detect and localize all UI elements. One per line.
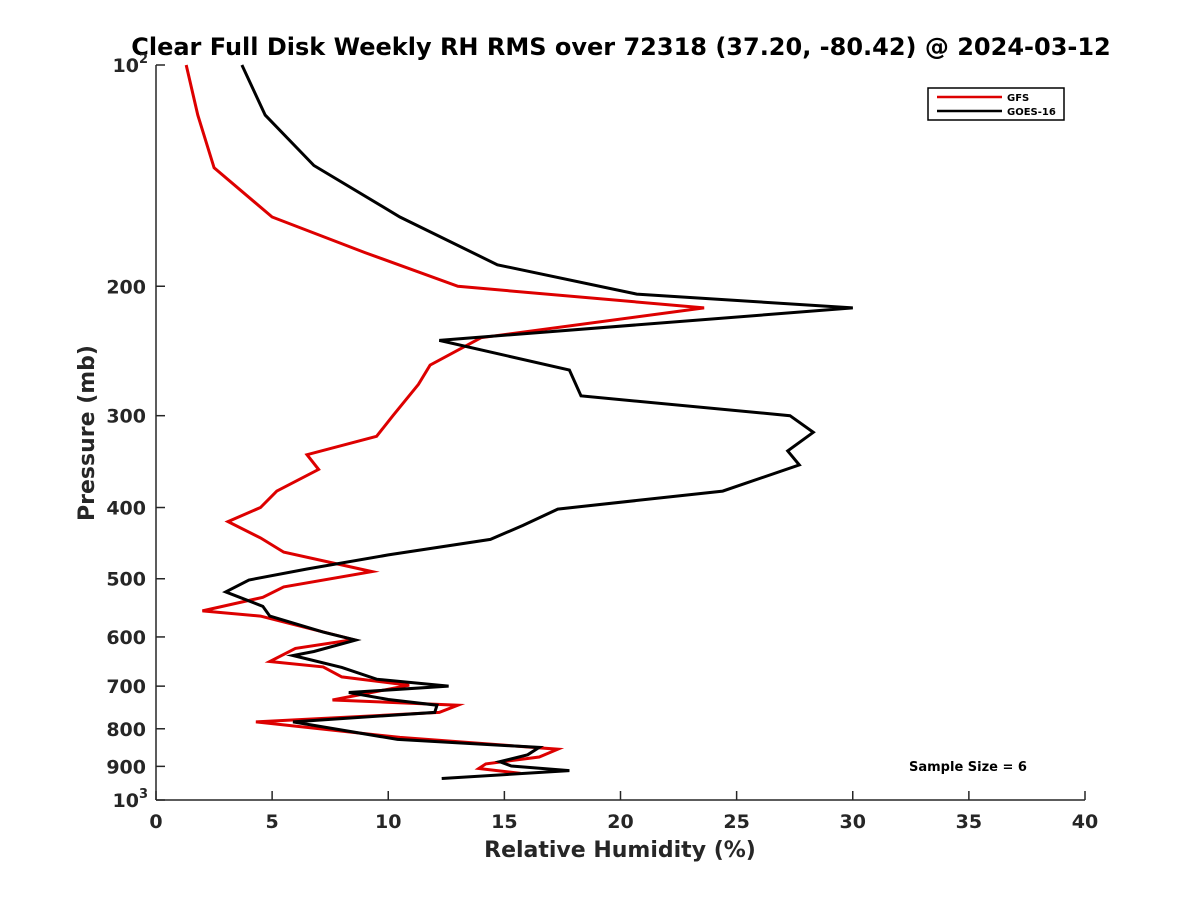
y-tick-label: 300	[106, 406, 146, 428]
x-tick-label: 0	[149, 811, 162, 833]
y-tick-label: 600	[106, 627, 146, 649]
y-tick-label: 103	[113, 787, 149, 812]
x-axis-label: Relative Humidity (%)	[484, 838, 756, 863]
x-tick-label: 20	[607, 811, 633, 833]
y-axis-label: Pressure (mb)	[75, 345, 100, 521]
y-ticks: 102 200 300 400 500 600 700 800 900 103	[106, 52, 165, 812]
y-tick-label: 400	[106, 498, 146, 520]
x-tick-label: 40	[1072, 811, 1098, 833]
y-tick-label: 200	[106, 276, 146, 298]
legend-box	[927, 87, 1065, 121]
legend-label-gfs: GFS	[1007, 93, 1029, 104]
sample-size-annotation: Sample Size = 6	[909, 760, 1027, 775]
x-tick-label: 25	[723, 811, 749, 833]
x-tick-label: 5	[266, 811, 279, 833]
y-tick-label: 900	[106, 756, 146, 778]
x-tick-label: 10	[375, 811, 401, 833]
legend: GFS GOES-16	[927, 87, 1065, 121]
x-ticks: 0 5 10 15 20 25 30 35 40	[149, 791, 1098, 833]
y-tick-label: 700	[106, 676, 146, 698]
y-tick-label: 102	[113, 52, 149, 77]
x-tick-label: 35	[956, 811, 982, 833]
x-tick-label: 15	[491, 811, 517, 833]
chart-title: Clear Full Disk Weekly RH RMS over 72318…	[131, 33, 1111, 61]
x-tick-label: 30	[840, 811, 866, 833]
y-tick-label: 500	[106, 569, 146, 591]
series-line-goes-16	[222, 64, 853, 780]
plot-series	[184, 64, 853, 780]
y-tick-label: 800	[106, 719, 146, 741]
legend-label-goes-16: GOES-16	[1007, 107, 1056, 118]
